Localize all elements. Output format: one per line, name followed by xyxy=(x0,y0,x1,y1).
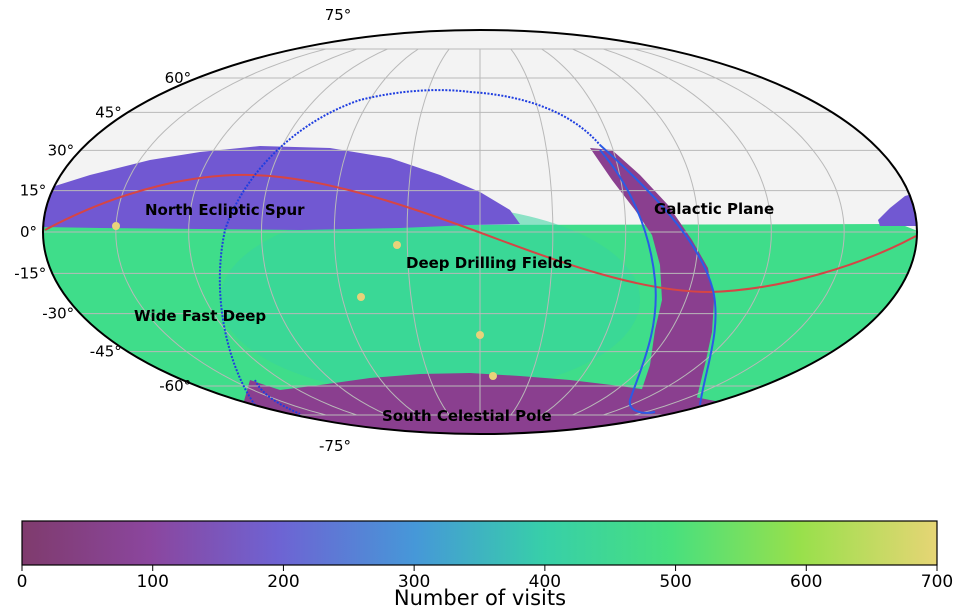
colorbar-tick-label: 200 xyxy=(267,572,299,592)
latitude-tick-label: 45° xyxy=(95,103,122,121)
region-labels: North Ecliptic Spur Galactic Plane Deep … xyxy=(134,200,774,425)
latitude-tick-label: 60° xyxy=(165,69,192,87)
galactic-boundary-right-inner xyxy=(599,149,657,414)
colorbar-tick-label: 500 xyxy=(659,572,691,592)
colorbar-tick-label: 700 xyxy=(921,572,953,592)
latitude-tick-label: -45° xyxy=(90,343,122,361)
colorbar-label: Number of visits xyxy=(394,586,566,610)
colorbar-ticks: 0 100 200 300 400 500 600 700 xyxy=(17,565,953,592)
graticule-meridian xyxy=(510,48,554,416)
latitude-tick-label: 30° xyxy=(48,141,75,159)
graticule-meridian xyxy=(260,48,388,416)
graticule-meridian xyxy=(541,48,627,416)
latitude-tick-label: -15° xyxy=(14,264,46,282)
colorbar-tick-label: 300 xyxy=(398,572,430,592)
graticule-meridian xyxy=(633,48,845,416)
colorbar-tick-label: 100 xyxy=(136,572,168,592)
label-galactic-plane: Galactic Plane xyxy=(654,200,774,218)
ddf-marker xyxy=(393,241,401,249)
latitude-tick-label: 15° xyxy=(20,182,47,200)
ddf-marker xyxy=(489,372,497,380)
colorbar-tick-label: 600 xyxy=(790,572,822,592)
galactic-boundary-left xyxy=(218,89,471,406)
galactic-boundary-right-outer xyxy=(599,144,717,406)
colorbar xyxy=(21,520,938,566)
galactic-boundary-top xyxy=(469,91,601,146)
label-south-celestial-pole: South Celestial Pole xyxy=(382,407,552,425)
graticule-meridian xyxy=(572,48,700,416)
latitude-tick-label: -75° xyxy=(319,437,351,455)
region-galactic-plane xyxy=(590,148,714,415)
latitude-tick-label: 0° xyxy=(20,223,37,241)
region-north-ecliptic-spur-right xyxy=(878,192,917,226)
graticule-meridian xyxy=(333,48,419,416)
latitude-tick-label: -30° xyxy=(42,305,74,323)
graticule-meridian xyxy=(115,48,327,416)
label-wide-fast-deep: Wide Fast Deep xyxy=(134,307,266,325)
latitude-tick-label: 75° xyxy=(325,6,352,24)
ddf-marker xyxy=(476,331,484,339)
graticule-meridian xyxy=(188,48,357,416)
sky-ellipse-frame xyxy=(42,29,918,435)
colorbar-tick-label: 0 xyxy=(17,572,28,592)
latitude-labels: 75° 60° 45° 30° 15° 0° -15° -30° -45° -60° -75° xyxy=(14,6,351,455)
latitude-tick-label: -60° xyxy=(159,377,191,395)
region-wide-fast-deep-center xyxy=(220,205,640,395)
deep-drilling-field-markers xyxy=(112,222,497,380)
galactic-boundary-bottom-left xyxy=(254,379,301,415)
label-deep-drilling-fields: Deep Drilling Fields xyxy=(406,254,572,272)
graticule-meridian xyxy=(603,48,772,416)
ecliptic-line xyxy=(44,173,917,294)
graticule-meridian xyxy=(406,48,450,416)
label-north-ecliptic-spur: North Ecliptic Spur xyxy=(145,201,305,219)
colorbar-tick-label: 400 xyxy=(529,572,561,592)
ddf-marker xyxy=(112,222,120,230)
graticule xyxy=(43,48,917,416)
region-north-ecliptic-spur xyxy=(43,146,520,230)
ddf-marker xyxy=(357,293,365,301)
